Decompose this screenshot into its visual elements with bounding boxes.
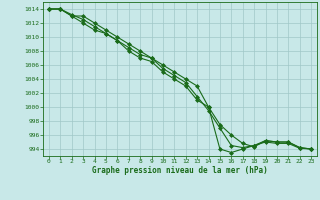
X-axis label: Graphe pression niveau de la mer (hPa): Graphe pression niveau de la mer (hPa): [92, 166, 268, 175]
